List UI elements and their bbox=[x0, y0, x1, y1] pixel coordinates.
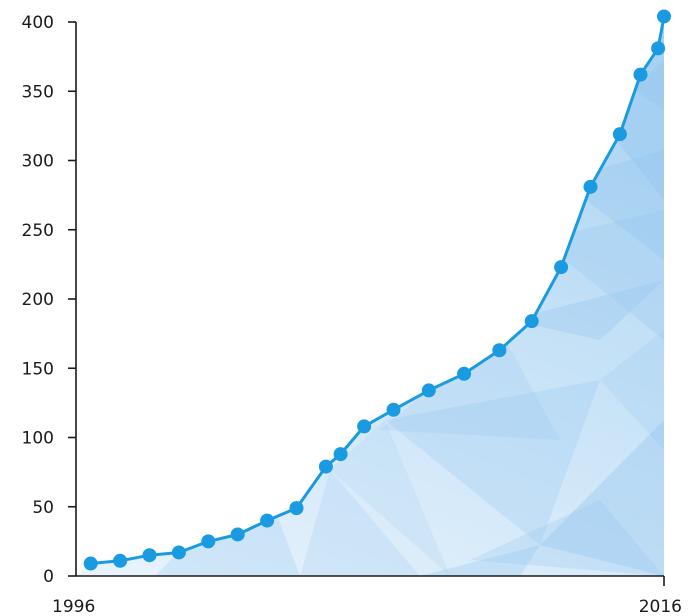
y-tick-label: 200 bbox=[22, 290, 54, 310]
x-axis: 1996 2016 bbox=[52, 597, 682, 616]
y-tick-label: 400 bbox=[22, 13, 54, 33]
data-point bbox=[421, 383, 436, 398]
x-tick-label: 1996 bbox=[52, 597, 95, 616]
area-facet bbox=[330, 420, 450, 576]
area-facet bbox=[470, 500, 664, 576]
area-facet bbox=[420, 545, 540, 576]
data-point bbox=[318, 459, 333, 474]
x-tick-label: 2016 bbox=[639, 597, 682, 616]
area-fill bbox=[76, 16, 664, 576]
data-point bbox=[171, 545, 186, 560]
y-axis: 0 50 100 150 200 250 300 350 400 bbox=[22, 13, 76, 587]
area-facet bbox=[380, 330, 560, 440]
data-point bbox=[554, 260, 569, 275]
data-point bbox=[83, 556, 98, 571]
data-point bbox=[651, 41, 666, 56]
area-facet bbox=[155, 470, 300, 576]
y-tick-label: 100 bbox=[22, 429, 54, 449]
data-point bbox=[633, 67, 648, 82]
y-tick-label: 0 bbox=[43, 567, 54, 587]
data-point bbox=[583, 179, 598, 194]
data-point bbox=[657, 9, 671, 24]
series-line bbox=[90, 16, 666, 565]
data-point bbox=[142, 548, 157, 563]
area-facet bbox=[600, 60, 664, 200]
data-point bbox=[612, 127, 627, 142]
data-point bbox=[260, 513, 275, 528]
data-point bbox=[492, 343, 507, 358]
series-points bbox=[83, 9, 671, 571]
data-point bbox=[289, 501, 304, 516]
data-point bbox=[457, 366, 472, 381]
data-point bbox=[357, 419, 372, 434]
y-tick-label: 250 bbox=[22, 221, 54, 241]
y-tick-label: 350 bbox=[22, 82, 54, 102]
area-facet bbox=[300, 470, 420, 576]
y-tick-label: 50 bbox=[32, 498, 54, 518]
area-facet bbox=[600, 330, 664, 450]
data-point bbox=[333, 447, 348, 462]
area-facet bbox=[385, 380, 600, 545]
area-facets bbox=[155, 20, 664, 576]
area-facet bbox=[510, 280, 664, 340]
data-point bbox=[386, 402, 401, 417]
area-facet bbox=[540, 420, 664, 576]
y-tick-label: 300 bbox=[22, 152, 54, 172]
data-point bbox=[113, 553, 128, 568]
data-point bbox=[201, 534, 216, 549]
data-point bbox=[524, 314, 539, 329]
y-tick-label: 150 bbox=[22, 359, 54, 379]
data-point bbox=[230, 527, 245, 542]
